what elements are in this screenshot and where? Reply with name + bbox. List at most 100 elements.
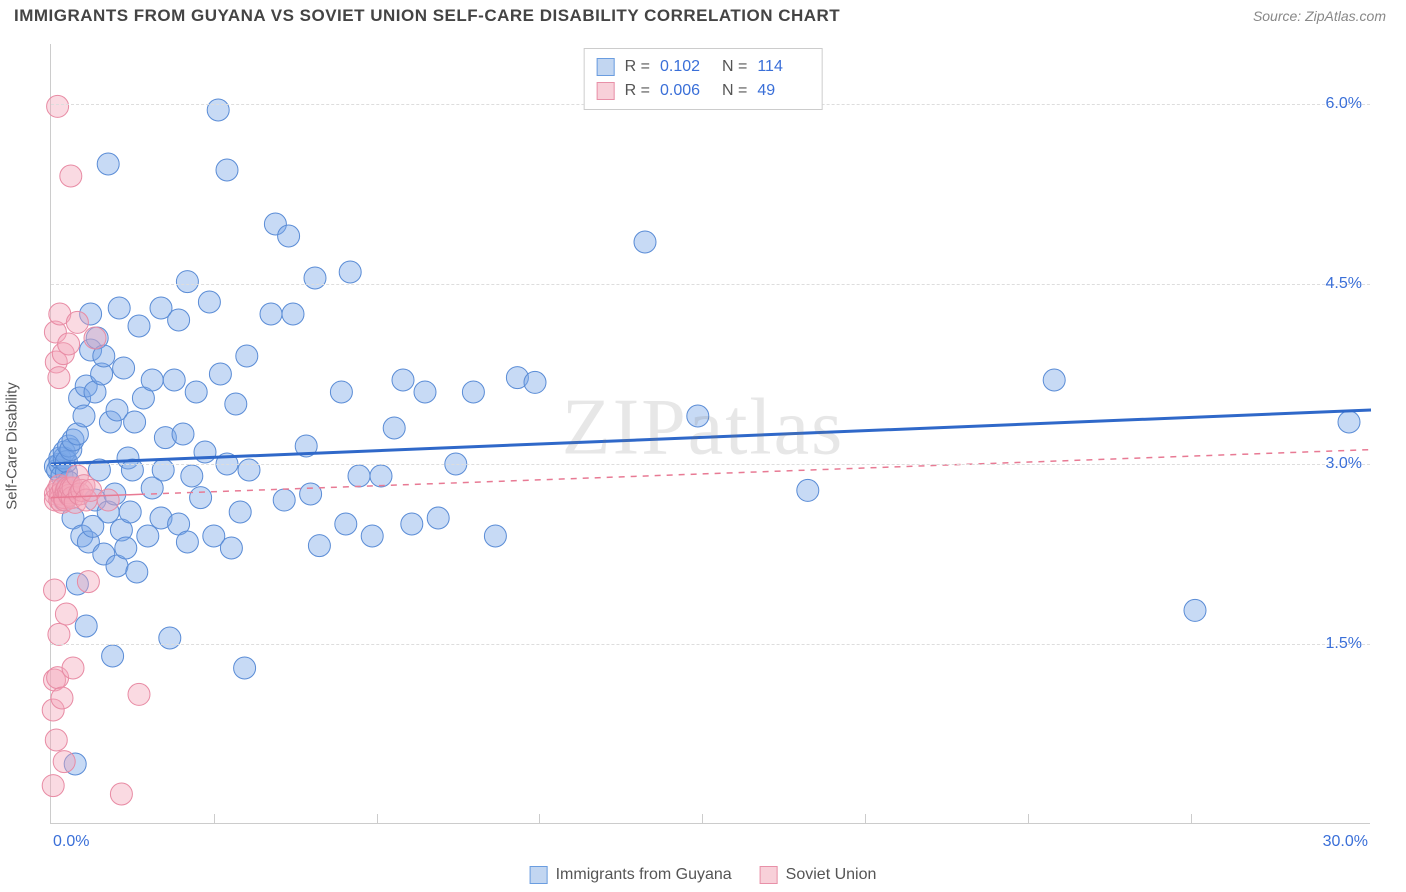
r-label: R = bbox=[625, 55, 650, 79]
scatter-point bbox=[172, 423, 194, 445]
scatter-point bbox=[401, 513, 423, 535]
scatter-point bbox=[216, 159, 238, 181]
scatter-point bbox=[797, 479, 819, 501]
x-tick-mark bbox=[539, 814, 540, 824]
x-tick-mark bbox=[865, 814, 866, 824]
scatter-point bbox=[273, 489, 295, 511]
trend-line-dashed bbox=[139, 450, 1371, 495]
r-value-soviet: 0.006 bbox=[660, 79, 712, 103]
legend-item-guyana: Immigrants from Guyana bbox=[530, 866, 732, 884]
scatter-point bbox=[198, 291, 220, 313]
scatter-point bbox=[427, 507, 449, 529]
scatter-point bbox=[176, 271, 198, 293]
scatter-point bbox=[128, 683, 150, 705]
scatter-point bbox=[58, 333, 80, 355]
scatter-point bbox=[1338, 411, 1360, 433]
scatter-point bbox=[234, 657, 256, 679]
y-axis-label: Self-Care Disability bbox=[4, 382, 21, 510]
scatter-point bbox=[484, 525, 506, 547]
scatter-point bbox=[66, 311, 88, 333]
chart-title: IMMIGRANTS FROM GUYANA VS SOVIET UNION S… bbox=[14, 6, 840, 26]
scatter-point bbox=[339, 261, 361, 283]
scatter-point bbox=[414, 381, 436, 403]
scatter-point bbox=[152, 459, 174, 481]
scatter-point bbox=[124, 411, 146, 433]
scatter-point bbox=[260, 303, 282, 325]
scatter-point bbox=[1043, 369, 1065, 391]
scatter-point bbox=[209, 363, 231, 385]
scatter-point bbox=[44, 579, 66, 601]
scatter-point bbox=[62, 657, 84, 679]
chart-header: IMMIGRANTS FROM GUYANA VS SOVIET UNION S… bbox=[0, 0, 1406, 32]
scatter-point bbox=[181, 465, 203, 487]
scatter-point bbox=[282, 303, 304, 325]
scatter-point bbox=[163, 369, 185, 391]
scatter-point bbox=[225, 393, 247, 415]
scatter-point bbox=[176, 531, 198, 553]
scatter-point bbox=[115, 537, 137, 559]
source-attribution: Source: ZipAtlas.com bbox=[1253, 8, 1386, 24]
stats-legend: R = 0.102 N = 114 R = 0.006 N = 49 bbox=[584, 48, 823, 110]
scatter-point bbox=[300, 483, 322, 505]
stats-row-guyana: R = 0.102 N = 114 bbox=[597, 55, 810, 79]
series-legend: Immigrants from Guyana Soviet Union bbox=[530, 866, 877, 884]
scatter-point bbox=[370, 465, 392, 487]
scatter-point bbox=[97, 489, 119, 511]
swatch-pink-icon bbox=[597, 82, 615, 100]
scatter-point bbox=[108, 297, 130, 319]
scatter-chart: 1.5%3.0%4.5%6.0%0.0%30.0% bbox=[50, 44, 1370, 824]
scatter-point bbox=[77, 571, 99, 593]
scatter-point bbox=[361, 525, 383, 547]
scatter-point bbox=[238, 459, 260, 481]
scatter-point bbox=[48, 367, 70, 389]
legend-label: Soviet Union bbox=[786, 866, 877, 884]
scatter-point bbox=[47, 95, 69, 117]
scatter-point bbox=[1184, 599, 1206, 621]
gridline-h bbox=[51, 464, 1370, 465]
scatter-point bbox=[462, 381, 484, 403]
plot-svg bbox=[51, 44, 1370, 823]
scatter-point bbox=[159, 627, 181, 649]
scatter-point bbox=[687, 405, 709, 427]
gridline-h bbox=[51, 284, 1370, 285]
scatter-point bbox=[308, 535, 330, 557]
scatter-point bbox=[383, 417, 405, 439]
scatter-point bbox=[392, 369, 414, 391]
stats-row-soviet: R = 0.006 N = 49 bbox=[597, 79, 810, 103]
x-tick-mark bbox=[1191, 814, 1192, 824]
scatter-point bbox=[335, 513, 357, 535]
x-tick-mark bbox=[702, 814, 703, 824]
scatter-point bbox=[524, 371, 546, 393]
n-label: N = bbox=[722, 55, 747, 79]
scatter-point bbox=[73, 405, 95, 427]
scatter-point bbox=[190, 487, 212, 509]
scatter-point bbox=[51, 687, 73, 709]
scatter-point bbox=[110, 783, 132, 805]
legend-item-soviet: Soviet Union bbox=[760, 866, 877, 884]
n-label: N = bbox=[722, 79, 747, 103]
x-tick-label-end: 30.0% bbox=[1323, 833, 1368, 851]
scatter-point bbox=[75, 615, 97, 637]
legend-label: Immigrants from Guyana bbox=[556, 866, 732, 884]
swatch-pink-icon bbox=[760, 866, 778, 884]
y-tick-label: 1.5% bbox=[1326, 635, 1362, 653]
scatter-point bbox=[304, 267, 326, 289]
scatter-point bbox=[53, 751, 75, 773]
scatter-point bbox=[330, 381, 352, 403]
r-value-guyana: 0.102 bbox=[660, 55, 712, 79]
scatter-point bbox=[168, 309, 190, 331]
scatter-point bbox=[185, 381, 207, 403]
n-value-soviet: 49 bbox=[757, 79, 809, 103]
scatter-point bbox=[220, 537, 242, 559]
y-tick-label: 6.0% bbox=[1326, 95, 1362, 113]
y-tick-label: 4.5% bbox=[1326, 275, 1362, 293]
scatter-point bbox=[97, 153, 119, 175]
scatter-point bbox=[45, 729, 67, 751]
scatter-point bbox=[348, 465, 370, 487]
trend-line bbox=[51, 410, 1371, 464]
scatter-point bbox=[128, 315, 150, 337]
scatter-point bbox=[236, 345, 258, 367]
gridline-h bbox=[51, 644, 1370, 645]
scatter-point bbox=[60, 165, 82, 187]
scatter-point bbox=[119, 501, 141, 523]
